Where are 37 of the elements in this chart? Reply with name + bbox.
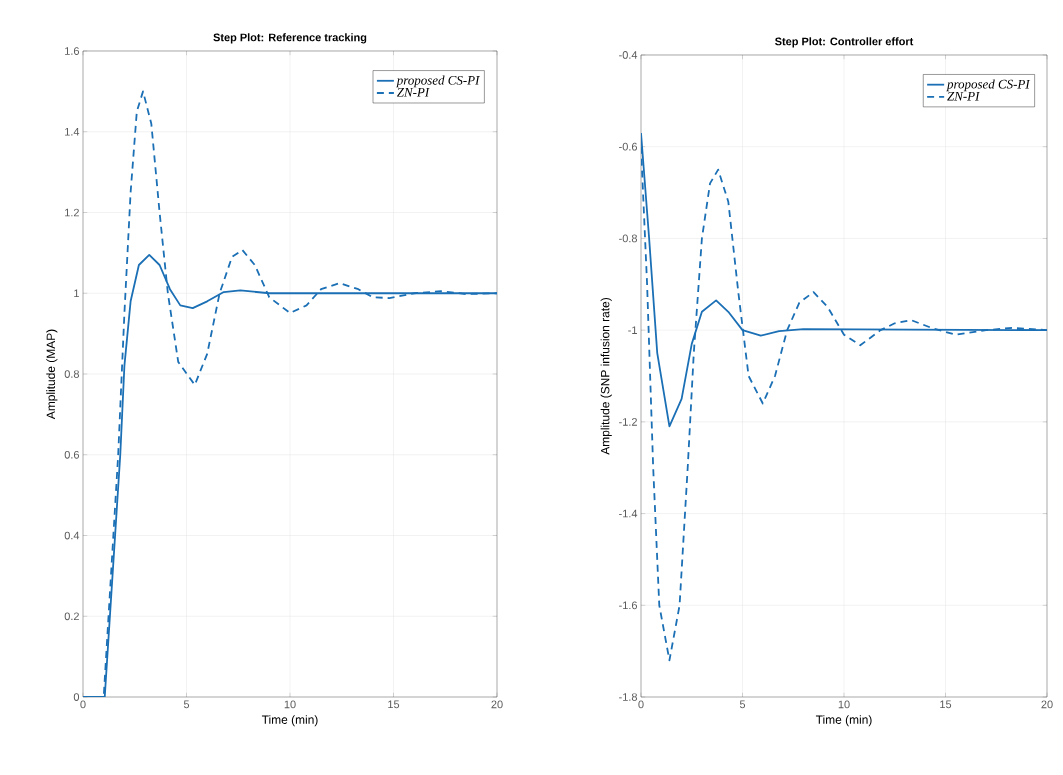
y-tick-label: -0.8	[619, 234, 637, 243]
y-tick-label: -1.6	[619, 601, 637, 610]
y-tick-label: -1.4	[619, 509, 638, 518]
x-axis-title: Time (min)	[815, 715, 872, 727]
y-tick-label: -0.4	[619, 51, 638, 59]
legend-label: ZN-PI	[396, 88, 430, 97]
y-axis-title: Amplitude (MAP)	[46, 329, 58, 420]
y-tick-label: 0.2	[64, 612, 79, 621]
legend-label: ZN-PI	[947, 91, 980, 101]
y-tick-label: -1.8	[619, 693, 637, 701]
legend-label: proposed CS-PI	[396, 75, 480, 88]
legend-label: proposed CS-PI	[946, 79, 1031, 92]
y-tick-label: 1	[74, 289, 79, 298]
x-tick-label: 0	[80, 700, 86, 709]
y-tick-label: 0.4	[64, 531, 80, 540]
x-axis-title: Time (min)	[261, 715, 318, 727]
y-tick-label: 1.2	[65, 208, 79, 217]
x-tick-label: 10	[838, 700, 850, 709]
y-tick-label: 1.4	[65, 127, 80, 136]
x-tick-label: 5	[739, 700, 746, 709]
y-tick-label: 1.6	[65, 47, 79, 55]
y-tick-label: 0	[73, 693, 80, 701]
x-tick-label: 15	[388, 700, 400, 709]
x-tick-label: 10	[284, 700, 296, 709]
x-tick-label: 20	[491, 700, 503, 709]
y-tick-label: -1.2	[619, 418, 637, 426]
x-tick-label: 5	[183, 700, 190, 709]
x-tick-label: 0	[638, 700, 644, 709]
y-tick-label: -1	[628, 326, 637, 334]
chart-title: Step Plot: Reference tracking	[213, 33, 367, 44]
y-axis-title: Amplitude (SNP infusion rate)	[600, 298, 612, 455]
y-tick-label: -0.6	[619, 142, 637, 151]
y-tick-label: 0.8	[64, 370, 79, 378]
chart-title: Step Plot: Controller effort	[775, 37, 914, 48]
y-tick-label: 0.6	[64, 450, 79, 459]
x-tick-label: 20	[1041, 700, 1053, 709]
x-tick-label: 15	[940, 700, 952, 709]
